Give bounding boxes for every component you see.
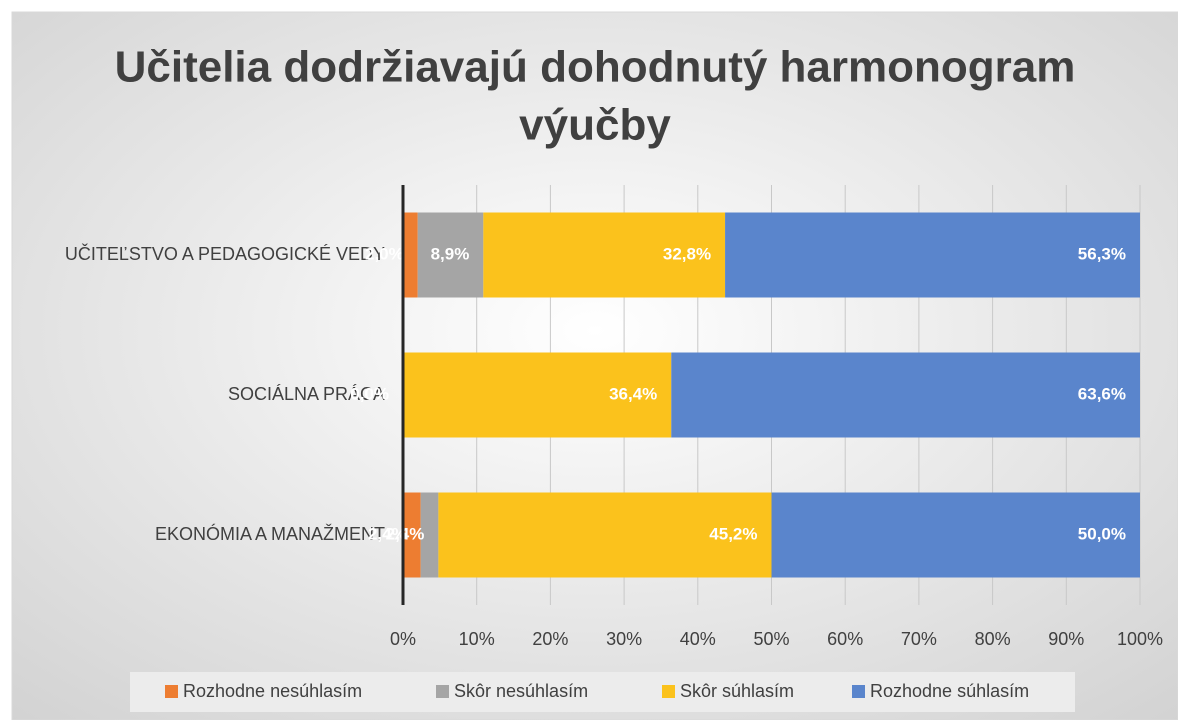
x-tick-label: 40%: [680, 629, 716, 649]
bar-segment: [438, 492, 772, 578]
bar-segment: [420, 492, 439, 578]
value-label: 0,0%: [350, 384, 389, 403]
x-tick-label: 10%: [459, 629, 495, 649]
value-label: 45,2%: [709, 524, 757, 543]
value-label: 36,4%: [609, 384, 657, 403]
bar-segment: [725, 212, 1140, 298]
bar-segment: [417, 212, 484, 298]
value-label: 2,4%: [386, 524, 425, 543]
legend-label: Rozhodne nesúhlasím: [183, 681, 362, 701]
bar-segment: [403, 352, 672, 438]
bar-segment: [483, 212, 726, 298]
category-label: UČITEĽSTVO A PEDAGOGICKÉ VEDY: [65, 243, 385, 264]
value-label: 0,0%: [350, 384, 389, 403]
x-tick-label: 0%: [390, 629, 416, 649]
category-label: EKONÓMIA A MANAŽMENT: [155, 523, 385, 544]
bar-segment: [403, 212, 418, 298]
x-tick-label: 80%: [975, 629, 1011, 649]
value-label: 50,0%: [1078, 524, 1126, 543]
value-label: 2,0%: [365, 244, 404, 263]
x-tick-label: 20%: [532, 629, 568, 649]
legend-marker: [662, 685, 675, 698]
x-tick-label: 100%: [1117, 629, 1163, 649]
value-label: 2,4%: [368, 524, 407, 543]
value-label: 56,3%: [1078, 244, 1126, 263]
legend-marker: [852, 685, 865, 698]
legend-label: Skôr nesúhlasím: [454, 681, 588, 701]
x-tick-label: 90%: [1048, 629, 1084, 649]
value-label: 32,8%: [663, 244, 711, 263]
x-tick-label: 50%: [753, 629, 789, 649]
legend-label: Skôr súhlasím: [680, 681, 794, 701]
legend-box: [130, 672, 1075, 712]
chart-title: výučby: [519, 101, 671, 150]
x-tick-label: 70%: [901, 629, 937, 649]
x-tick-label: 60%: [827, 629, 863, 649]
legend-marker: [436, 685, 449, 698]
legend-marker: [165, 685, 178, 698]
bar-segment: [671, 352, 1140, 438]
legend-label: Rozhodne súhlasím: [870, 681, 1029, 701]
value-label: 63,6%: [1078, 384, 1126, 403]
category-label: SOCIÁLNA PRÁCA: [228, 384, 385, 404]
bar-segment: [403, 492, 421, 578]
bar-segment: [771, 492, 1140, 578]
x-tick-label: 30%: [606, 629, 642, 649]
chart-title: Učitelia dodržiavajú dohodnutý harmonogr…: [115, 43, 1076, 92]
value-label: 8,9%: [431, 244, 470, 263]
